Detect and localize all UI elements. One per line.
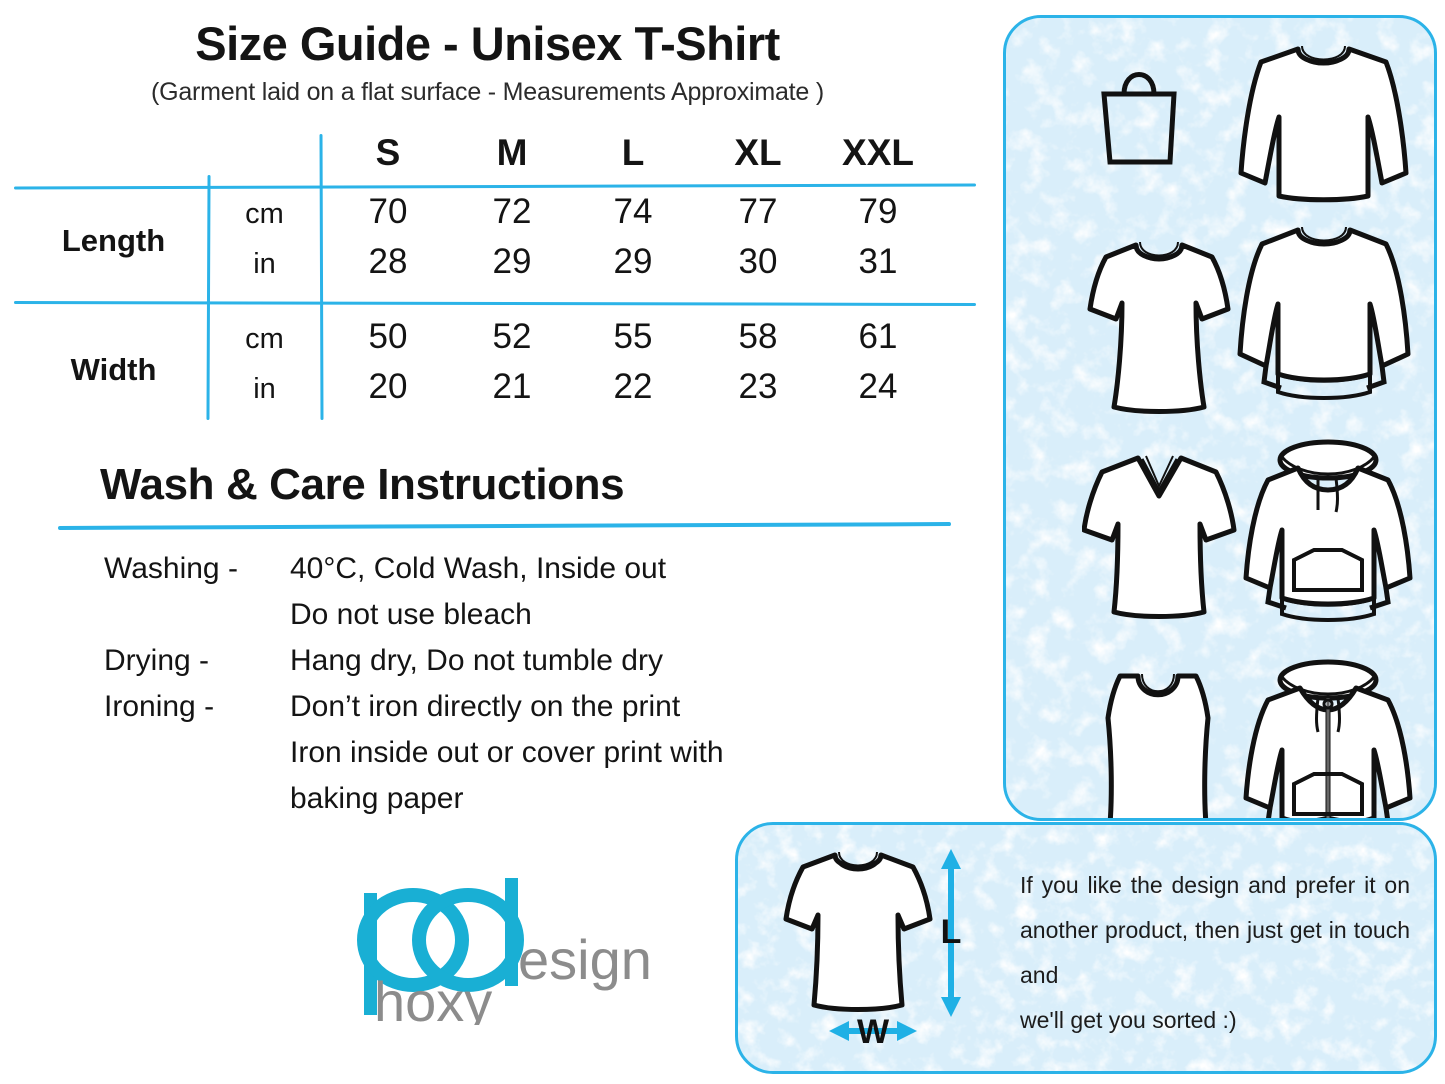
garment-zip-hoodie [1243, 659, 1413, 818]
cell-width-cm-m: 52 [492, 317, 532, 356]
cell-width-in-xl: 23 [738, 367, 778, 406]
promo-line-2: prefer it on another product, [1020, 872, 1410, 943]
garment-v-neck-tee [1082, 455, 1237, 619]
table-divider-label [206, 174, 211, 421]
brand-logo: esign hoxy [350, 875, 700, 1033]
cell-length-in-s: 28 [368, 242, 408, 281]
cell-width-in-s: 20 [368, 367, 408, 406]
size-header-xl: XL [734, 132, 782, 173]
length-arrow-head-bottom [941, 997, 961, 1017]
logo-suffix-text: esign [518, 928, 652, 991]
length-arrow-head-top [941, 849, 961, 869]
unit-length-cm: cm [245, 198, 284, 230]
table-divider-middle [13, 300, 977, 307]
cell-width-in-xxl: 24 [858, 367, 898, 406]
unit-length-in: in [253, 248, 276, 280]
logo-svg: esign hoxy [357, 878, 652, 1033]
tshirt-outline-icon [783, 852, 933, 1012]
cell-length-in-xxl: 31 [858, 242, 898, 281]
promo-line-3: then just get in touch and [1020, 917, 1410, 988]
garment-long-sleeve-tee [1238, 45, 1409, 203]
row-label-width: Width [70, 352, 157, 387]
table-divider-unit [319, 133, 324, 421]
care-row-ironing-cont-1: Iron inside out or cover print with [104, 736, 934, 782]
care-row-ironing: Ironing - Don’t iron directly on the pri… [104, 690, 934, 736]
logo-d-apex [505, 878, 518, 887]
garment-sweatshirt [1237, 226, 1411, 400]
logo-sub-text: hoxy [374, 970, 492, 1025]
page-subtitle: (Garment laid on a flat surface - Measur… [150, 78, 824, 106]
promo-message: If you like the design and prefer it on … [1020, 863, 1410, 1043]
cell-width-in-l: 22 [613, 367, 653, 406]
garment-illustration-panel [1003, 15, 1437, 821]
left-column: Size Guide - Unisex T-Shirt (Garment lai… [0, 17, 977, 1033]
care-key-washing: Washing - [104, 552, 238, 585]
cell-length-cm-m: 72 [492, 192, 532, 231]
unit-width-in: in [253, 373, 276, 405]
cell-width-cm-s: 50 [368, 317, 408, 356]
width-label: W [857, 1013, 890, 1051]
cell-width-cm-l: 55 [613, 317, 653, 356]
cell-width-cm-xxl: 61 [858, 317, 898, 356]
garment-tote-bag [1101, 72, 1177, 165]
care-value-baking-paper: baking paper [290, 782, 464, 815]
care-row-drying: Drying - Hang dry, Do not tumble dry [104, 644, 934, 690]
care-key-ironing: Ironing - [104, 690, 215, 723]
unit-width-cm: cm [245, 323, 284, 355]
size-header-l: L [621, 132, 645, 173]
care-row-washing-cont: Do not use bleach [104, 598, 934, 644]
length-label: L [941, 913, 962, 951]
care-key-drying: Drying - [104, 644, 210, 677]
garment-pullover-hoodie [1243, 439, 1413, 622]
logo-p-foot [364, 1003, 377, 1015]
promo-line-4: we'll get you sorted :) [1020, 1007, 1237, 1033]
width-arrow-head-right [897, 1021, 917, 1041]
care-instructions-list: Washing - 40°C, Cold Wash, Inside out Do… [104, 552, 934, 828]
cell-length-in-m: 29 [492, 242, 532, 281]
cell-length-cm-xxl: 79 [858, 192, 898, 231]
care-value-no-bleach: Do not use bleach [290, 598, 532, 631]
size-header-xxl: XXL [842, 132, 914, 173]
measurement-diagram: L W [783, 849, 962, 1051]
cell-length-cm-l: 74 [613, 192, 653, 231]
care-value-ironing: Don’t iron directly on the print [290, 690, 681, 723]
garment-tank-top [1105, 673, 1211, 818]
size-header-s: S [375, 132, 401, 173]
size-header-m: M [496, 132, 528, 173]
cell-length-in-l: 29 [613, 242, 653, 281]
logo-p-bowl [357, 888, 469, 992]
cell-length-cm-s: 70 [368, 192, 408, 231]
size-table: S M L XL XXL Length cm in 70 72 74 77 79… [0, 120, 977, 421]
width-arrow-head-left [829, 1021, 849, 1041]
care-title-underline [57, 522, 952, 530]
cell-length-in-xl: 30 [738, 242, 778, 281]
table-divider-top [13, 183, 977, 190]
cell-width-in-m: 21 [492, 367, 532, 406]
care-section-title: Wash & Care Instructions [100, 460, 625, 509]
care-value-iron-inside-out: Iron inside out or cover print with [290, 736, 724, 769]
care-row-washing: Washing - 40°C, Cold Wash, Inside out [104, 552, 934, 598]
promo-line-1: If you like the design and [1020, 872, 1287, 898]
page-title: Size Guide - Unisex T-Shirt [195, 17, 780, 70]
cell-length-cm-xl: 77 [738, 192, 778, 231]
garment-ladies-fitted-tee [1087, 241, 1231, 414]
cell-width-cm-xl: 58 [738, 317, 778, 356]
logo-d-stem [505, 878, 518, 986]
row-label-length: Length [61, 223, 166, 258]
promo-panel: L W If you like the design and prefer it… [735, 822, 1437, 1074]
care-value-drying: Hang dry, Do not tumble dry [290, 644, 663, 677]
care-value-washing: 40°C, Cold Wash, Inside out [290, 552, 667, 585]
care-row-ironing-cont-2: baking paper [104, 782, 934, 828]
